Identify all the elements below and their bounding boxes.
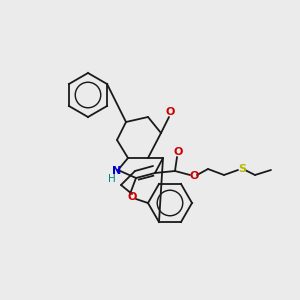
Text: O: O xyxy=(173,147,183,157)
Text: S: S xyxy=(238,164,246,174)
Text: O: O xyxy=(127,192,137,202)
Text: O: O xyxy=(165,107,175,117)
Text: O: O xyxy=(189,171,199,181)
Text: H: H xyxy=(108,174,116,184)
Text: N: N xyxy=(112,166,122,176)
